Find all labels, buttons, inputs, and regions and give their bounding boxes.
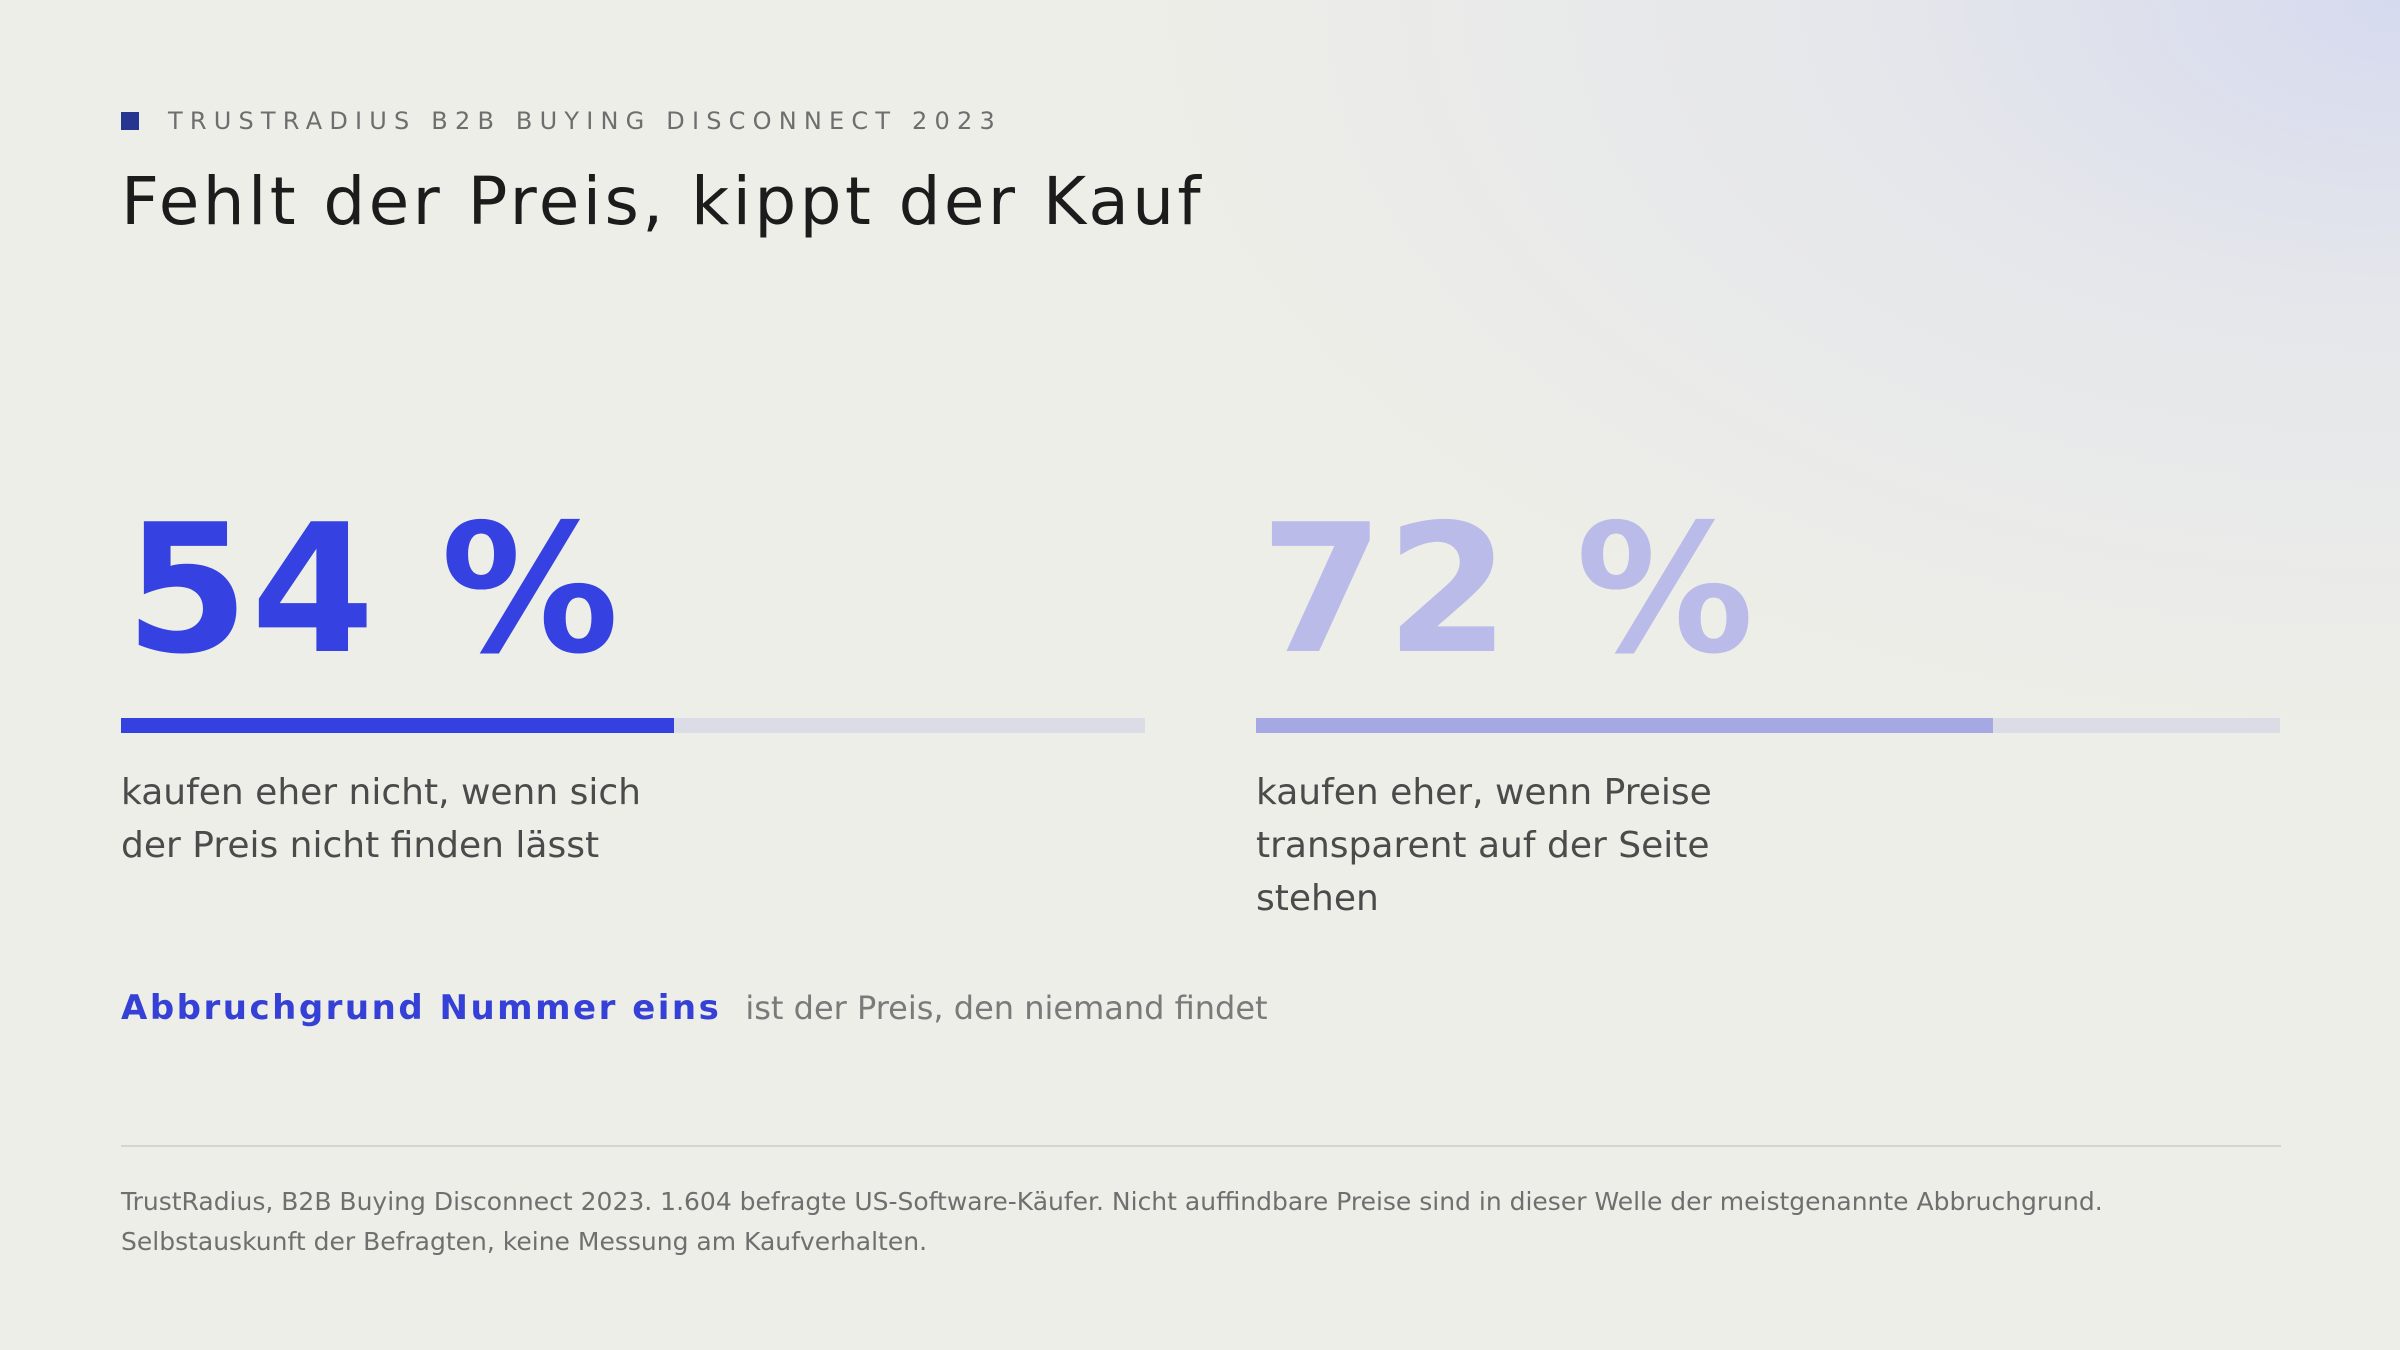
progress-bar-fill <box>1256 718 1994 733</box>
progress-bar <box>1256 718 2280 733</box>
stat-description: kaufen eher nicht, wenn sich der Preis n… <box>121 772 641 866</box>
divider <box>121 1145 2281 1147</box>
stat-value: 54 % <box>125 486 622 693</box>
stat-card-price-missing: 54 % kaufen eher nicht, wenn sich der Pr… <box>121 486 1145 866</box>
footnote-line-1: TrustRadius, B2B Buying Disconnect 2023.… <box>121 1187 2103 1216</box>
source-footnote: TrustRadius, B2B Buying Disconnect 2023.… <box>121 1182 2281 1262</box>
progress-bar <box>121 718 1145 733</box>
stat-value: 72 % <box>1260 486 1757 693</box>
footnote-line-2: Selbstauskunft der Befragten, keine Mess… <box>121 1227 928 1256</box>
square-bullet-icon <box>121 112 139 130</box>
stat-card-price-transparent: 72 % kaufen eher, wenn Preise transparen… <box>1256 486 2280 919</box>
callout: Abbruchgrund Nummer eins ist der Preis, … <box>121 985 1268 1031</box>
callout-text: ist der Preis, den niemand findet <box>745 989 1268 1027</box>
eyebrow: TRUSTRADIUS B2B BUYING DISCONNECT 2023 <box>121 106 1002 136</box>
callout-emphasis: Abbruchgrund Nummer eins <box>121 988 722 1028</box>
progress-bar-fill <box>121 718 674 733</box>
page-title: Fehlt der Preis, kippt der Kauf <box>121 163 1205 240</box>
stat-description: kaufen eher, wenn Preise transparent auf… <box>1256 772 1712 919</box>
eyebrow-text: TRUSTRADIUS B2B BUYING DISCONNECT 2023 <box>168 107 1002 135</box>
